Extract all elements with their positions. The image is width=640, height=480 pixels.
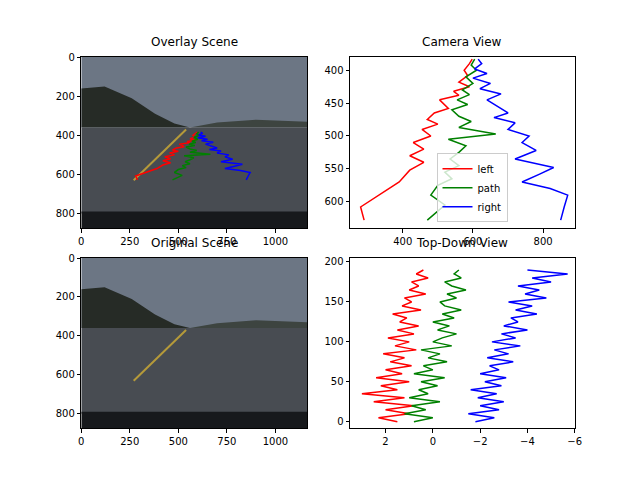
svg-text:750: 750 (217, 436, 236, 447)
svg-text:400: 400 (56, 330, 75, 341)
svg-text:400: 400 (56, 130, 75, 141)
svg-text:0: 0 (68, 253, 74, 264)
svg-text:0: 0 (430, 436, 436, 447)
svg-text:600: 600 (463, 236, 482, 247)
svg-text:1000: 1000 (263, 236, 288, 247)
svg-text:0: 0 (78, 236, 84, 247)
svg-text:500: 500 (169, 436, 188, 447)
svg-text:450: 450 (324, 98, 343, 109)
svg-text:100: 100 (324, 336, 343, 347)
svg-text:750: 750 (217, 236, 236, 247)
svg-text:Original Scene: Original Scene (151, 236, 238, 250)
svg-text:50: 50 (331, 376, 344, 387)
svg-text:500: 500 (169, 236, 188, 247)
svg-text:0: 0 (78, 436, 84, 447)
svg-text:−6: −6 (567, 436, 582, 447)
svg-text:Overlay Scene: Overlay Scene (151, 35, 238, 49)
svg-text:550: 550 (324, 163, 343, 174)
svg-text:600: 600 (56, 169, 75, 180)
svg-text:600: 600 (56, 369, 75, 380)
svg-text:left: left (478, 164, 494, 175)
svg-text:Camera View: Camera View (422, 35, 502, 49)
svg-text:800: 800 (534, 236, 553, 247)
svg-text:400: 400 (324, 65, 343, 76)
svg-text:800: 800 (56, 208, 75, 219)
svg-text:250: 250 (120, 236, 139, 247)
svg-text:250: 250 (120, 436, 139, 447)
svg-text:path: path (478, 183, 501, 194)
svg-text:600: 600 (324, 196, 343, 207)
svg-text:200: 200 (56, 91, 75, 102)
svg-text:−2: −2 (473, 436, 488, 447)
svg-text:0: 0 (337, 416, 343, 427)
svg-text:1000: 1000 (263, 436, 288, 447)
svg-text:0: 0 (68, 52, 74, 63)
svg-text:200: 200 (324, 256, 343, 267)
svg-text:Top-Down View: Top-Down View (416, 236, 508, 250)
svg-text:800: 800 (56, 408, 75, 419)
svg-text:−4: −4 (520, 436, 535, 447)
svg-text:400: 400 (393, 236, 412, 247)
svg-text:500: 500 (324, 130, 343, 141)
svg-text:200: 200 (56, 291, 75, 302)
svg-text:150: 150 (324, 296, 343, 307)
svg-text:2: 2 (382, 436, 388, 447)
svg-text:right: right (478, 202, 502, 213)
